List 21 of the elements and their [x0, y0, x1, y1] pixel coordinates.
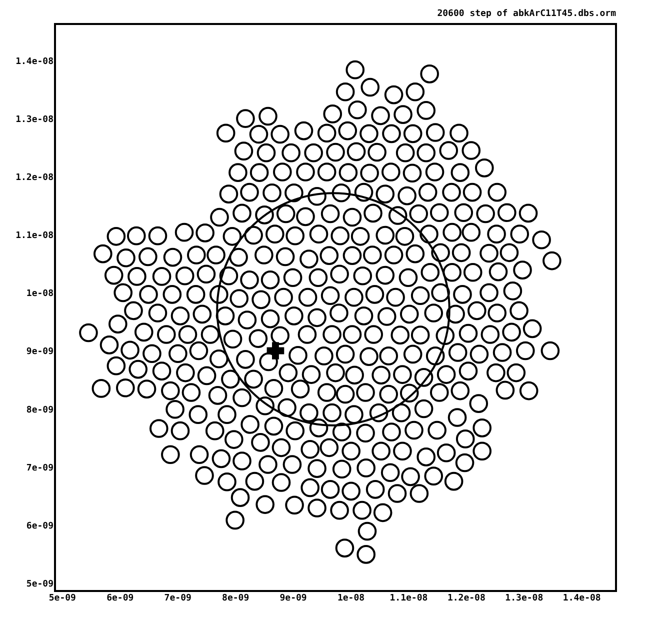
x-tick-label: 1.2e-08 — [447, 594, 486, 604]
y-tick-label: 1.2e-08 — [16, 173, 54, 184]
y-tick-label: 7e-09 — [26, 463, 54, 474]
y-tick-label: 8e-09 — [26, 405, 54, 416]
x-tick-label: 5e-09 — [48, 594, 76, 604]
y-tick-label: 9e-09 — [26, 347, 54, 358]
x-tick-label: 1.3e-08 — [505, 594, 544, 604]
y-tick-label: 1.4e-08 — [16, 57, 54, 68]
x-tick-label: 1.4e-08 — [562, 594, 601, 604]
y-tick-label: 1.1e-08 — [16, 231, 54, 242]
y-tick-label: 6e-09 — [26, 521, 54, 532]
x-tick-label: 1e-08 — [337, 594, 365, 604]
x-tick-label: 7e-09 — [164, 594, 192, 604]
y-tick-label: 1.3e-08 — [16, 115, 54, 126]
y-tick-label: 1e-08 — [26, 289, 54, 300]
x-tick-label: 1.1e-08 — [390, 594, 428, 604]
x-tick-label: 9e-09 — [280, 594, 307, 604]
y-tick-label: 5e-09 — [26, 579, 54, 590]
x-tick-label: 8e-09 — [222, 594, 250, 604]
x-tick-label: 6e-09 — [106, 594, 134, 604]
chart-title: 20600 step of abkArC11T45.dbs.orm — [437, 9, 617, 19]
